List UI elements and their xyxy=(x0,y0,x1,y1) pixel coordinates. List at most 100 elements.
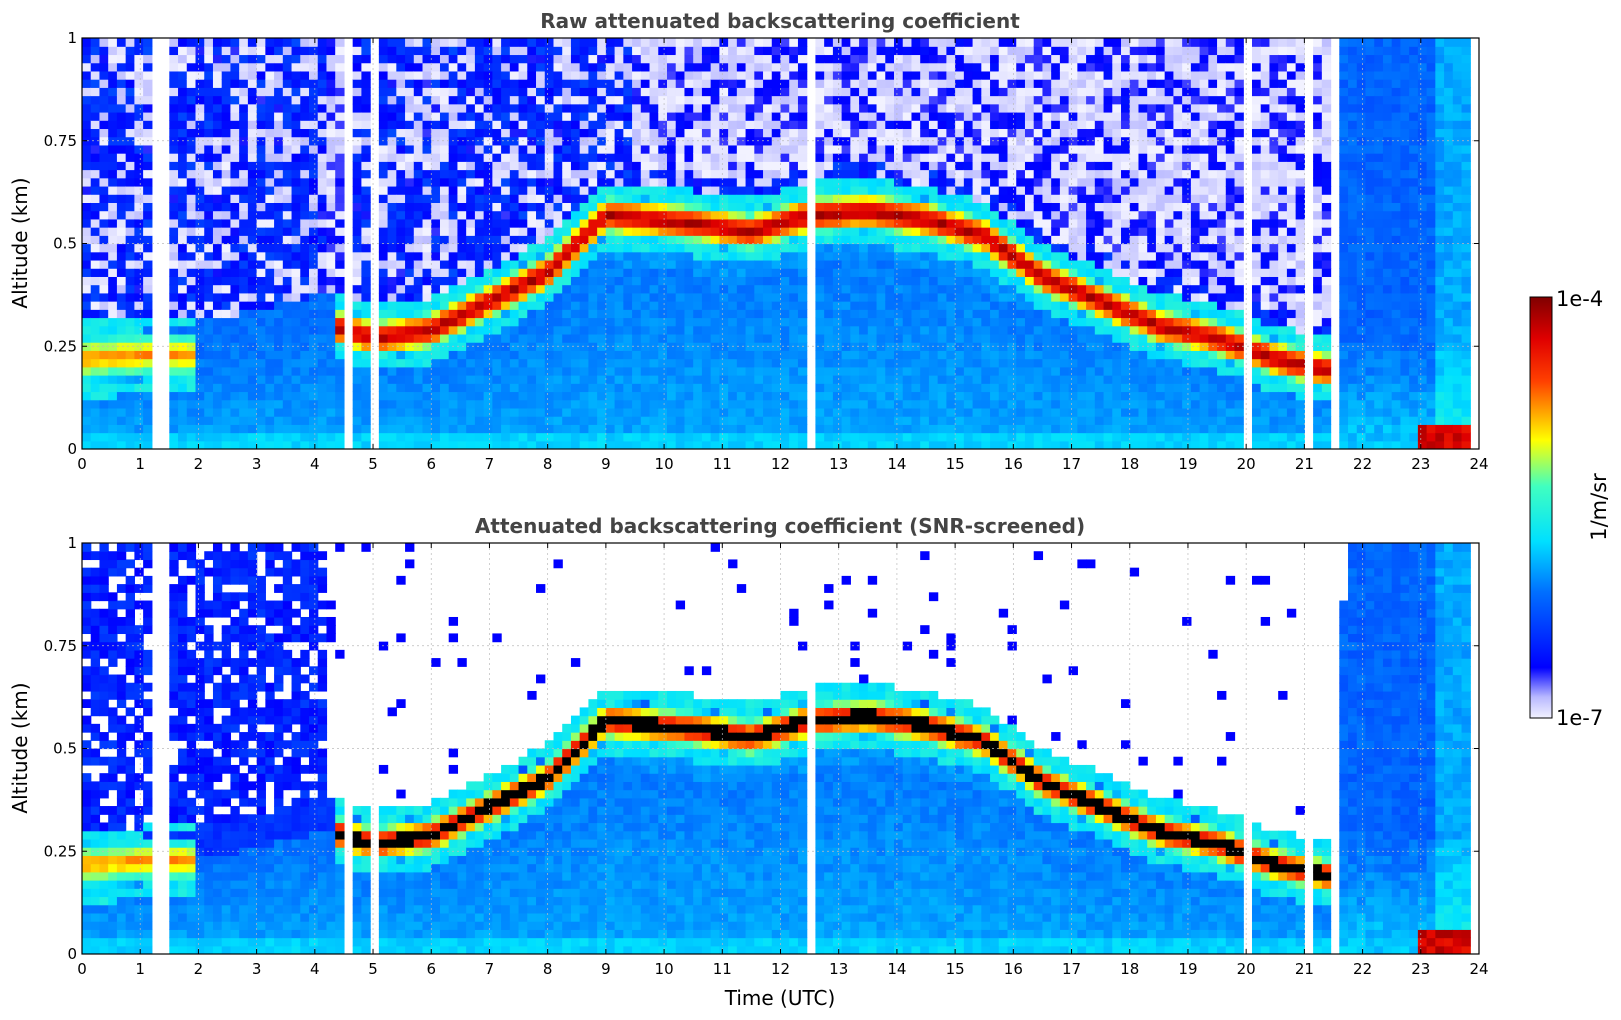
heatmap-cell xyxy=(457,38,467,47)
heatmap-cell xyxy=(422,243,432,253)
heatmap-cell xyxy=(300,210,310,220)
heatmap-cell xyxy=(911,383,921,393)
heatmap-cell xyxy=(780,399,790,409)
heatmap-cell xyxy=(291,177,301,187)
heatmap-cell xyxy=(90,95,101,105)
heatmap-cell xyxy=(693,243,703,253)
heatmap-cell xyxy=(649,284,659,294)
heatmap-cell xyxy=(352,309,362,319)
heatmap-cell xyxy=(553,333,563,343)
heatmap-cell xyxy=(300,87,310,97)
heatmap-cell xyxy=(972,128,982,138)
heatmap-cell xyxy=(894,309,904,319)
heatmap-cell xyxy=(143,366,153,376)
heatmap-cell xyxy=(972,301,982,310)
heatmap-cell xyxy=(562,317,572,327)
heatmap-cell xyxy=(614,284,624,294)
heatmap-cell xyxy=(701,54,712,64)
heatmap-cell xyxy=(352,103,362,113)
heatmap-cell xyxy=(658,432,668,442)
heatmap-cell xyxy=(527,177,537,187)
heatmap-cell xyxy=(544,185,555,195)
heatmap-cell xyxy=(457,391,467,401)
heatmap-cell xyxy=(675,366,686,376)
heatmap-cell xyxy=(754,350,764,360)
heatmap-cell xyxy=(876,128,886,138)
heatmap-cell xyxy=(771,210,782,220)
heatmap-cell xyxy=(605,251,616,261)
heatmap-cell xyxy=(108,128,118,138)
heatmap-cell xyxy=(536,218,546,228)
heatmap-cell xyxy=(675,227,686,236)
heatmap-cell xyxy=(439,210,450,220)
heatmap-cell xyxy=(789,210,799,220)
heatmap-cell xyxy=(623,111,633,121)
heatmap-cell xyxy=(972,259,982,269)
heatmap-cell xyxy=(815,120,825,130)
heatmap-cell xyxy=(885,136,895,146)
heatmap-cell xyxy=(265,309,275,319)
heatmap-cell xyxy=(728,70,738,80)
heatmap-cell xyxy=(815,440,825,449)
heatmap-cell xyxy=(326,235,336,245)
heatmap-cell xyxy=(544,284,555,294)
heatmap-cell xyxy=(649,120,659,130)
heatmap-cell xyxy=(963,128,974,138)
heatmap-cell xyxy=(501,416,511,425)
heatmap-cell xyxy=(309,161,319,171)
heatmap-cell xyxy=(544,309,555,319)
heatmap-cell xyxy=(483,38,493,47)
heatmap-cell xyxy=(745,111,755,121)
heatmap-cell xyxy=(413,268,424,277)
heatmap-cell xyxy=(867,284,878,294)
heatmap-cell xyxy=(527,284,537,294)
heatmap-cell xyxy=(876,399,886,409)
heatmap-cell xyxy=(536,79,546,88)
heatmap-cell xyxy=(579,177,590,187)
heatmap-cell xyxy=(134,227,144,236)
heatmap-cell xyxy=(204,120,214,130)
heatmap-cell xyxy=(623,301,633,310)
heatmap-cell xyxy=(448,243,459,253)
heatmap-cell xyxy=(509,432,520,442)
heatmap-cell xyxy=(501,358,511,368)
heatmap-cell xyxy=(719,38,729,47)
heatmap-cell xyxy=(719,62,729,72)
heatmap-cell xyxy=(640,243,651,253)
heatmap-cell xyxy=(204,391,214,401)
heatmap-cell xyxy=(597,46,607,56)
heatmap-cell xyxy=(405,375,415,384)
heatmap-cell xyxy=(265,276,275,286)
heatmap-cell xyxy=(474,383,485,393)
heatmap-cell xyxy=(457,375,467,384)
heatmap-cell xyxy=(396,416,406,425)
heatmap-cell xyxy=(291,169,301,179)
heatmap-cell xyxy=(920,301,930,310)
heatmap-cell xyxy=(640,227,651,236)
heatmap-cell xyxy=(396,259,406,269)
heatmap-cell xyxy=(536,366,546,376)
heatmap-cell xyxy=(597,136,607,146)
heatmap-cell xyxy=(885,161,895,171)
heatmap-cell xyxy=(902,301,913,310)
heatmap-cell xyxy=(230,87,240,97)
heatmap-cell xyxy=(859,103,869,113)
heatmap-cell xyxy=(832,358,843,368)
heatmap-cell xyxy=(186,227,197,236)
heatmap-cell xyxy=(894,111,904,121)
heatmap-cell xyxy=(841,309,851,319)
heatmap-cell xyxy=(955,120,965,130)
heatmap-cell xyxy=(509,153,520,162)
heatmap-cell xyxy=(640,177,651,187)
heatmap-cell xyxy=(832,366,843,376)
heatmap-cell xyxy=(361,424,371,434)
heatmap-cell xyxy=(204,424,214,434)
heatmap-cell xyxy=(518,259,528,269)
heatmap-cell xyxy=(666,251,677,261)
heatmap-cell xyxy=(335,46,345,56)
heatmap-cell xyxy=(466,227,476,236)
heatmap-cell xyxy=(195,432,205,442)
heatmap-cell xyxy=(143,301,153,310)
heatmap-cell xyxy=(108,177,118,187)
heatmap-cell xyxy=(536,210,546,220)
